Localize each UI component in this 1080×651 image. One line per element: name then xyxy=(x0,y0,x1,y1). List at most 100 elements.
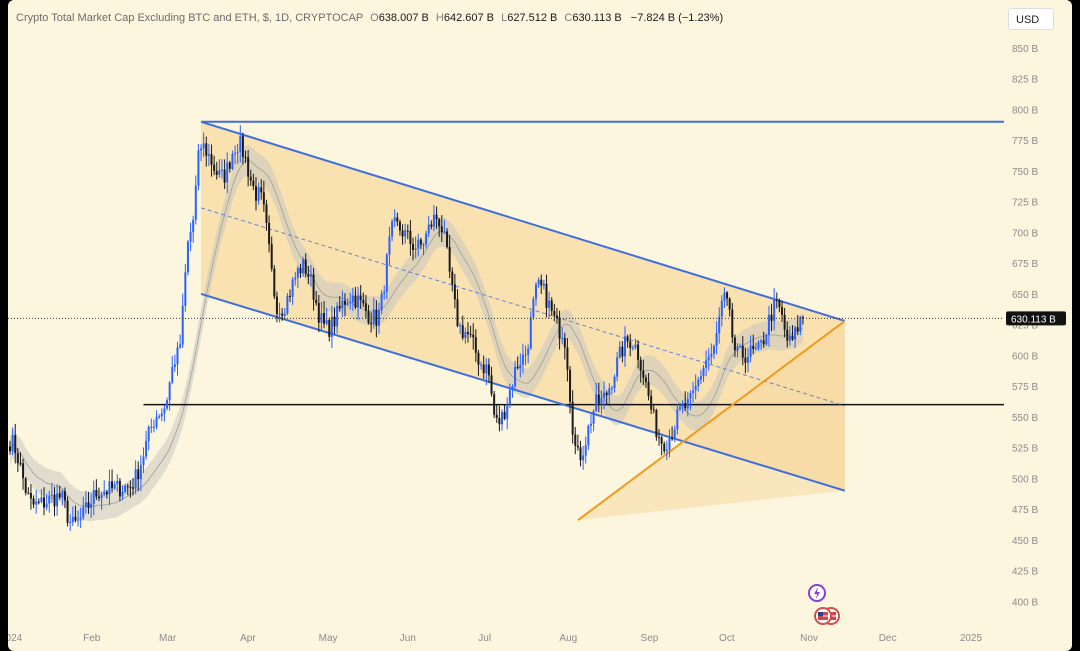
candle-body xyxy=(194,185,197,220)
candle-body xyxy=(542,283,545,286)
candle-body xyxy=(752,345,755,349)
candle-body xyxy=(354,295,357,308)
candle-body xyxy=(644,377,647,383)
candle-body xyxy=(66,500,69,523)
candle-body xyxy=(634,344,637,348)
lightning-event-icon[interactable] xyxy=(808,584,826,602)
candle-body xyxy=(32,498,35,505)
candle-body xyxy=(56,493,59,507)
candle-body xyxy=(639,359,642,371)
candle-body xyxy=(296,268,299,278)
candle-body xyxy=(11,435,14,452)
candle-body xyxy=(799,317,802,332)
candle-body xyxy=(35,501,38,505)
candle-body xyxy=(629,341,632,349)
candle-body xyxy=(521,354,524,365)
candle-body xyxy=(40,497,43,502)
high-value: 642.607 B xyxy=(443,12,495,24)
candle-body xyxy=(613,376,616,388)
candle-body xyxy=(498,417,501,425)
candle-body xyxy=(783,314,786,330)
x-tick-label: Feb xyxy=(83,633,101,644)
candle-body xyxy=(765,334,768,345)
candle-body xyxy=(710,354,713,357)
candle-body xyxy=(278,313,281,315)
candle-body xyxy=(343,300,346,305)
y-tick-label: 825 B xyxy=(1012,75,1038,86)
change-value: −7.824 B (−1.23%) xyxy=(630,12,724,24)
candle-body xyxy=(419,239,422,245)
candle-body xyxy=(118,480,121,497)
candle-body xyxy=(775,299,778,301)
candle-body xyxy=(129,486,132,488)
x-tick-label: 2024 xyxy=(8,633,23,644)
y-tick-label: 575 B xyxy=(1012,382,1038,393)
candle-body xyxy=(380,293,383,311)
moving-average-line xyxy=(9,159,804,507)
candle-body xyxy=(487,364,490,376)
candle-body xyxy=(786,329,789,341)
candle-body xyxy=(726,292,729,299)
candle-body xyxy=(312,274,315,300)
x-tick-label: Nov xyxy=(800,633,818,644)
candle-body xyxy=(801,317,804,319)
candle-body xyxy=(739,345,742,347)
candle-body xyxy=(757,342,760,349)
candle-body xyxy=(694,386,697,391)
candle-body xyxy=(357,295,360,308)
candle-body xyxy=(29,492,32,499)
candle-body xyxy=(658,437,661,439)
candle-body xyxy=(325,320,328,324)
candle-body xyxy=(503,411,506,419)
candle-body xyxy=(22,463,25,479)
candle-body xyxy=(548,300,551,308)
candle-body xyxy=(663,443,666,452)
currency-button[interactable]: USD xyxy=(1008,8,1054,30)
candle-body xyxy=(655,409,658,438)
candle-body xyxy=(137,469,140,480)
candle-body xyxy=(480,364,483,366)
candle-body xyxy=(558,317,561,339)
y-tick-label: 550 B xyxy=(1012,413,1038,424)
candle-body xyxy=(631,347,634,349)
candle-body xyxy=(715,333,718,346)
candle-body xyxy=(623,336,626,357)
candle-body xyxy=(244,156,247,158)
y-tick-label: 800 B xyxy=(1012,105,1038,116)
candle-body xyxy=(262,192,265,205)
candle-body xyxy=(349,302,352,304)
candle-body xyxy=(320,313,323,323)
candle-body xyxy=(367,310,370,324)
candle-body xyxy=(718,316,721,334)
candle-body xyxy=(48,495,51,504)
candle-body xyxy=(249,176,252,181)
candle-body xyxy=(231,154,234,169)
candle-body xyxy=(338,305,341,309)
candle-body xyxy=(294,277,297,280)
candle-body xyxy=(532,298,535,318)
candle-body xyxy=(485,364,488,374)
candle-body xyxy=(111,481,114,489)
candle-body xyxy=(87,502,90,508)
candle-body xyxy=(566,347,569,370)
candle-body xyxy=(385,254,388,292)
candle-body xyxy=(794,327,797,340)
candle-body xyxy=(155,416,158,427)
candle-body xyxy=(744,357,747,363)
candle-body xyxy=(309,274,312,277)
candle-body xyxy=(362,300,365,304)
candle-body xyxy=(705,360,708,368)
candle-body xyxy=(108,481,111,495)
price-chart[interactable]: 850 B 825 B 800 B 775 B 750 B 725 B 700 B 675 B… xyxy=(8,0,1072,651)
y-tick-label: 525 B xyxy=(1012,444,1038,455)
candle-body xyxy=(537,279,540,285)
channel-lower-line xyxy=(200,292,846,492)
candle-body xyxy=(200,148,203,151)
candle-body xyxy=(626,336,629,342)
open-key: O xyxy=(370,12,379,24)
candle-body xyxy=(728,298,731,310)
channel-upper-line xyxy=(200,120,846,322)
candle-body xyxy=(443,231,446,233)
candle-body xyxy=(741,345,744,358)
us-flag-event-icon[interactable] xyxy=(814,607,840,625)
